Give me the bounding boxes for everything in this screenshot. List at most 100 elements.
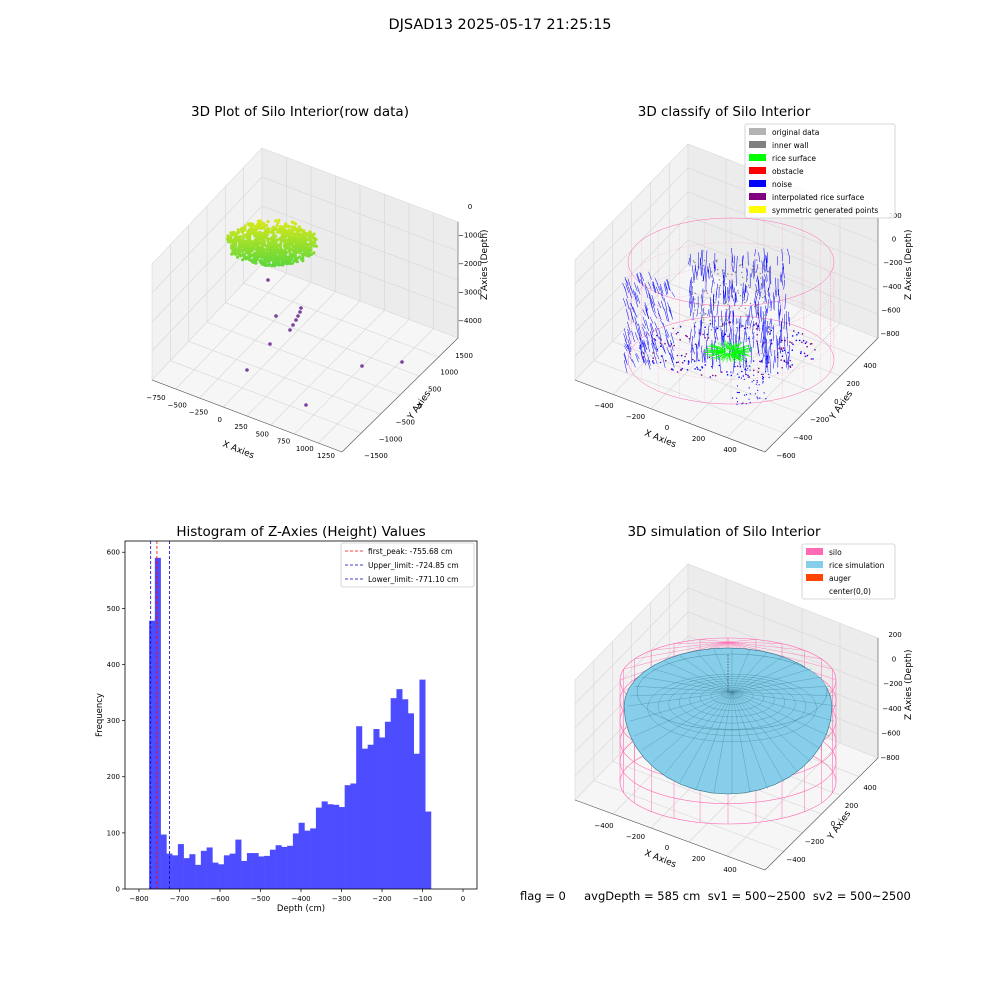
raw-point bbox=[250, 248, 254, 252]
histogram-bar bbox=[258, 856, 265, 889]
noise-point bbox=[761, 359, 763, 362]
z-tick-label: −4000 bbox=[458, 317, 482, 325]
rice-surface-point bbox=[729, 342, 731, 350]
y-axis-line bbox=[341, 337, 459, 453]
interpolated-point bbox=[722, 336, 724, 338]
noise-point bbox=[623, 328, 628, 341]
noise-point bbox=[631, 330, 635, 343]
noise-point bbox=[705, 340, 707, 354]
inner-wall-point bbox=[742, 325, 745, 327]
raw-point bbox=[276, 259, 280, 263]
legend-swatch bbox=[749, 141, 766, 148]
inner-wall-point bbox=[710, 275, 712, 277]
panel-classify: 3D classify of Silo Interior −400 −200 0 20… bbox=[574, 104, 914, 460]
histogram-bar bbox=[223, 855, 230, 889]
panel-title-raw: 3D Plot of Silo Interior(row data) bbox=[191, 104, 409, 120]
inner-wall-point bbox=[718, 286, 721, 289]
inner-wall-point bbox=[740, 305, 742, 307]
noise-point bbox=[746, 269, 748, 283]
histogram-bar bbox=[304, 830, 311, 889]
inner-wall-point bbox=[728, 293, 730, 295]
noise-point bbox=[643, 332, 648, 339]
y-tick-label: −400 bbox=[793, 434, 812, 442]
noise-point bbox=[624, 345, 628, 352]
noise-point bbox=[697, 338, 700, 350]
noise-point bbox=[670, 353, 674, 360]
noise-point bbox=[778, 309, 782, 320]
noise-point bbox=[691, 342, 694, 350]
inner-wall-point bbox=[696, 275, 698, 277]
noise-point bbox=[733, 287, 736, 297]
x-tick-label: −400 bbox=[594, 402, 613, 410]
noise-point bbox=[689, 253, 691, 267]
inner-wall-point bbox=[763, 301, 765, 303]
legend-label: inner wall bbox=[772, 141, 809, 150]
interpolated-point bbox=[791, 364, 793, 366]
inner-wall-point bbox=[725, 308, 727, 311]
noise-point bbox=[647, 289, 652, 303]
noise-point bbox=[635, 353, 639, 363]
noise-point bbox=[665, 334, 669, 347]
raw-point bbox=[242, 254, 246, 258]
histogram-bar bbox=[246, 853, 253, 889]
histogram-bar bbox=[189, 854, 196, 889]
inner-wall-point bbox=[734, 271, 736, 274]
interpolated-point bbox=[780, 348, 783, 351]
raw-point bbox=[264, 224, 268, 228]
rice-mesh-rib bbox=[731, 676, 823, 693]
noise-point bbox=[745, 332, 747, 343]
inner-wall-point bbox=[710, 271, 713, 273]
noise-point bbox=[735, 293, 738, 302]
noise-point bbox=[707, 309, 710, 317]
histogram-bar bbox=[390, 698, 397, 889]
noise-point bbox=[757, 342, 760, 357]
x-tick-label: −400 bbox=[291, 895, 310, 903]
raw-point bbox=[274, 246, 278, 250]
inner-wall-point bbox=[696, 272, 698, 274]
noise-point bbox=[640, 273, 644, 281]
histogram-bar bbox=[177, 844, 184, 889]
raw-point bbox=[310, 241, 314, 245]
inner-wall-point bbox=[761, 284, 764, 286]
inner-wall-point bbox=[769, 306, 771, 308]
x-tick-label: −800 bbox=[129, 895, 148, 903]
noise-point bbox=[698, 252, 700, 269]
interpolated-point bbox=[752, 369, 755, 372]
rice-mesh-rib bbox=[641, 676, 733, 693]
histogram-bar bbox=[218, 864, 225, 889]
noise-point bbox=[703, 350, 706, 364]
outlier-point bbox=[296, 314, 300, 318]
interpolated-point bbox=[652, 352, 654, 354]
noise-point bbox=[742, 330, 746, 348]
noise-point bbox=[647, 359, 651, 370]
noise-point bbox=[660, 320, 664, 326]
noise-point bbox=[728, 286, 731, 299]
noise-point bbox=[647, 281, 652, 289]
noise-point bbox=[736, 391, 738, 393]
noise-point bbox=[762, 380, 764, 383]
raw-point bbox=[280, 259, 284, 263]
noise-point bbox=[774, 289, 777, 297]
raw-point bbox=[279, 252, 283, 256]
noise-point bbox=[770, 300, 773, 311]
interpolated-point bbox=[660, 355, 663, 357]
noise-point bbox=[692, 347, 695, 355]
histogram-bar bbox=[419, 679, 426, 889]
interpolated-point bbox=[725, 323, 727, 325]
noise-point bbox=[650, 322, 655, 332]
noise-point bbox=[750, 305, 753, 320]
noise-point bbox=[625, 308, 630, 321]
noise-point bbox=[650, 331, 654, 345]
raw-point bbox=[297, 249, 301, 253]
interpolated-point bbox=[730, 374, 733, 377]
raw-point bbox=[263, 230, 267, 234]
interpolated-point bbox=[783, 360, 786, 363]
noise-point bbox=[773, 292, 775, 311]
inner-wall-point bbox=[765, 265, 767, 268]
raw-point bbox=[236, 231, 240, 235]
rice-surface-point bbox=[730, 354, 736, 363]
noise-point bbox=[760, 373, 763, 375]
noise-point bbox=[769, 339, 772, 357]
raw-point bbox=[274, 219, 278, 223]
histogram-bar bbox=[281, 846, 288, 889]
